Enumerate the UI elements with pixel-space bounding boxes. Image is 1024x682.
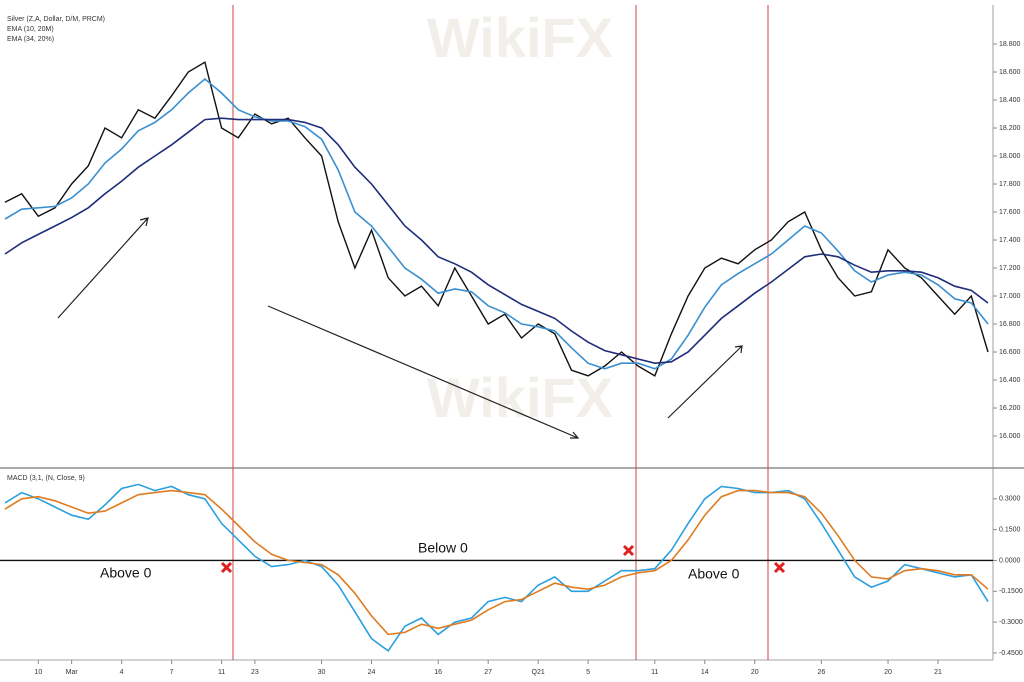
y-tick-label: 16.200: [999, 405, 1021, 412]
x-tick-label: 20: [751, 669, 759, 676]
y-tick-label: 0.1500: [999, 526, 1021, 533]
y-tick-label: 18.800: [999, 41, 1021, 48]
x-tick-label: 24: [368, 669, 376, 676]
x-mark: [622, 544, 635, 557]
y-tick-label: 17.400: [999, 237, 1021, 244]
series-line: [4, 117, 989, 365]
series-line: [4, 489, 989, 636]
y-tick-label: 16.800: [999, 321, 1021, 328]
x-tick-label: 20: [884, 669, 892, 676]
x-mark: [773, 561, 786, 574]
cross-marks: [220, 544, 786, 574]
watermarks: WikiFX WikiFX: [427, 6, 613, 429]
y-tick-label: 18.600: [999, 69, 1021, 76]
watermark: WikiFX: [427, 6, 613, 69]
x-tick-label: 4: [120, 669, 124, 676]
trend-arrows: [57, 217, 743, 439]
x-tick-label: 23: [251, 669, 259, 676]
series-line: [4, 483, 989, 653]
series-header: Silver (Z,A, Dollar, D/M, PRCM): [7, 16, 105, 23]
x-tick-label: 27: [484, 669, 492, 676]
y-tick-label: 18.400: [999, 97, 1021, 104]
x-tick-label: 26: [817, 669, 825, 676]
series-header: EMA (34, 20%): [7, 36, 54, 43]
y-tick-label: 17.200: [999, 265, 1021, 272]
y-tick-label: -0.4500: [999, 650, 1023, 657]
annotation: Above 0: [100, 565, 152, 581]
arrow: [267, 305, 580, 439]
y-tick-label: -0.1500: [999, 588, 1023, 595]
y-tick-label: 0.3000: [999, 496, 1021, 503]
arrow: [667, 345, 743, 419]
x-mark: [220, 561, 233, 574]
arrow: [57, 217, 149, 319]
macd-header: MACD (3,1, (N, Close, 9): [7, 475, 85, 482]
y-tick-label: 16.000: [999, 433, 1021, 440]
y-tick-label: -0.3000: [999, 619, 1023, 626]
y-tick-label: 18.200: [999, 125, 1021, 132]
x-tick-label: 30: [318, 669, 326, 676]
y-tick-label: 17.600: [999, 209, 1021, 216]
x-tick-label: 5: [586, 669, 590, 676]
annotation: Above 0: [688, 566, 740, 582]
y-tick-label: 16.400: [999, 377, 1021, 384]
watermark: WikiFX: [427, 366, 613, 429]
x-tick-label: 7: [170, 669, 174, 676]
x-tick-label: Mar: [66, 669, 79, 676]
x-tick-label: Q21: [532, 669, 545, 676]
y-tick-label: 17.800: [999, 181, 1021, 188]
cross-lines: [232, 5, 769, 660]
y-tick-label: 16.600: [999, 349, 1021, 356]
y-tick-label: 18.000: [999, 153, 1021, 160]
x-tick-label: 14: [701, 669, 709, 676]
x-tick-label: 16: [434, 669, 442, 676]
series-header: EMA (10, 20M): [7, 26, 54, 33]
x-tick-label: 11: [651, 669, 658, 676]
x-tick-label: 10: [34, 669, 42, 676]
x-tick-label: 11: [218, 669, 225, 676]
annotation: Below 0: [418, 540, 468, 556]
x-tick-label: 21: [934, 669, 942, 676]
y-tick-label: 17.000: [999, 293, 1021, 300]
series-line: [4, 77, 989, 370]
y-tick-label: 0.0000: [999, 557, 1021, 564]
